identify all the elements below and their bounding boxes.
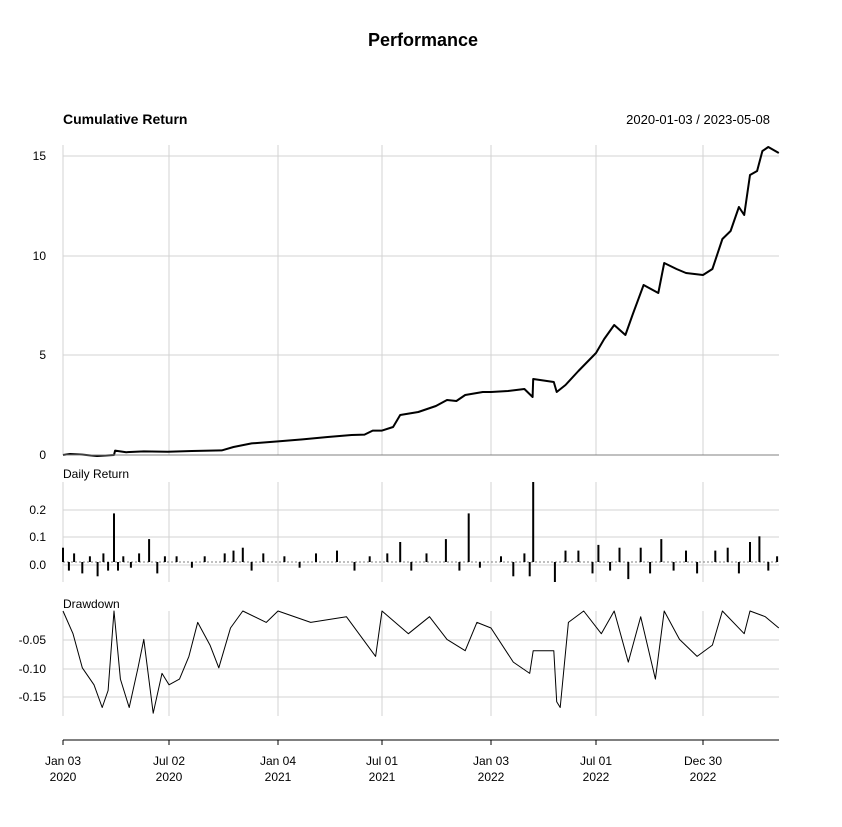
daily-return-bar	[660, 539, 663, 562]
daily-return-bar	[591, 562, 594, 574]
daily-return-bar	[113, 513, 115, 562]
x-tick-year: 2021	[369, 770, 396, 784]
daily-return-bar	[250, 562, 253, 571]
daily-return-bar	[175, 556, 178, 562]
x-tick-year: 2020	[156, 770, 183, 784]
daily-return-bar	[425, 553, 428, 562]
y-tick-label: 0.0	[29, 558, 46, 572]
y-tick-label: 0.1	[29, 530, 46, 544]
x-tick-year: 2021	[265, 770, 292, 784]
daily-return-bar	[81, 562, 84, 574]
panel-title-drawdown: Drawdown	[63, 597, 120, 611]
daily-return-bar	[726, 547, 729, 562]
daily-return-bar	[368, 556, 371, 562]
daily-return-bar	[315, 553, 317, 562]
marks-layer	[62, 146, 780, 745]
x-tick-year: 2022	[583, 770, 610, 784]
daily-return-bar	[523, 553, 526, 562]
daily-return-bar	[528, 562, 531, 577]
x-tick-year: 2022	[478, 770, 505, 784]
panel-title-daily: Daily Return	[63, 467, 129, 481]
grid-layer	[62, 145, 779, 716]
daily-return-bar	[685, 550, 687, 562]
daily-return-bar	[444, 539, 447, 562]
daily-return-bar	[639, 547, 642, 562]
daily-return-bar	[386, 553, 389, 562]
x-tick-label: Jul 02	[153, 754, 185, 768]
labels-layer: 0 5 10 15 0.0 0.1 0.2 -0.05 -0.10 -0.15 Jan 03 2020…	[19, 149, 723, 784]
daily-return-bar	[512, 562, 515, 577]
daily-return-bar	[767, 562, 770, 571]
daily-return-bar	[564, 550, 567, 562]
daily-return-bar	[458, 562, 461, 571]
daily-return-bar	[107, 562, 110, 571]
x-tick-label: Jan 04	[260, 754, 296, 768]
daily-return-bar	[597, 544, 600, 562]
daily-return-bar	[410, 562, 413, 571]
daily-return-bar	[190, 562, 193, 568]
daily-return-bar	[478, 562, 481, 568]
daily-return-bar	[353, 562, 356, 571]
daily-return-bar	[737, 562, 740, 574]
daily-return-bar	[62, 547, 64, 562]
daily-return-bar	[241, 547, 244, 562]
y-tick-label: -0.05	[19, 633, 47, 647]
daily-return-bar	[138, 553, 141, 562]
y-tick-label: 0.2	[29, 503, 46, 517]
panel-title-cumulative: Cumulative Return	[63, 111, 187, 127]
daily-return-bar	[553, 562, 556, 582]
daily-return-bar	[758, 536, 761, 562]
daily-return-bar	[298, 562, 301, 568]
y-tick-label: 5	[39, 348, 46, 362]
y-tick-label: -0.10	[19, 662, 47, 676]
x-tick-year: 2022	[690, 770, 717, 784]
daily-return-bar	[649, 562, 652, 574]
daily-return-bar	[532, 482, 535, 562]
y-tick-label: 15	[33, 149, 47, 163]
cumulative-series-line	[62, 146, 780, 457]
date-range: 2020-01-03 / 2023-05-08	[626, 112, 770, 127]
chart-title: Performance	[368, 30, 478, 50]
x-tick-label: Jul 01	[580, 754, 612, 768]
x-tick-label: Jul 01	[366, 754, 398, 768]
daily-return-bar	[500, 556, 502, 562]
daily-return-bar	[122, 556, 125, 562]
x-tick-label: Jan 03	[473, 754, 509, 768]
daily-return-bar	[203, 556, 206, 562]
daily-return-bar	[714, 550, 717, 562]
daily-return-bar	[336, 550, 338, 562]
daily-return-bar	[283, 556, 286, 562]
daily-return-bar	[672, 562, 675, 571]
x-tick-year: 2020	[50, 770, 77, 784]
daily-return-bar	[262, 553, 265, 562]
y-tick-label: 0	[39, 448, 46, 462]
daily-return-bar	[117, 562, 119, 571]
daily-return-bar	[627, 562, 630, 580]
y-tick-label: 10	[33, 249, 47, 263]
daily-return-bar	[102, 553, 105, 562]
daily-return-bar	[696, 562, 699, 574]
daily-return-bar	[399, 542, 402, 562]
x-tick-label: Jan 03	[45, 754, 81, 768]
daily-return-bar	[577, 550, 580, 562]
daily-return-bar	[148, 539, 151, 562]
daily-return-bar	[467, 513, 470, 562]
daily-return-bar	[73, 553, 76, 562]
daily-return-bar	[96, 562, 99, 577]
daily-return-bar	[618, 547, 621, 562]
daily-return-bar	[163, 556, 166, 562]
daily-return-bar	[88, 556, 91, 562]
daily-return-bar	[156, 562, 159, 574]
daily-return-bar	[609, 562, 612, 571]
daily-return-bar	[749, 542, 751, 562]
drawdown-series-line	[62, 610, 780, 714]
daily-return-bar	[776, 556, 779, 562]
daily-return-bar	[232, 550, 235, 562]
x-tick-label: Dec 30	[684, 754, 722, 768]
y-tick-label: -0.15	[19, 690, 47, 704]
daily-return-bar	[223, 553, 226, 562]
daily-return-bar	[129, 562, 132, 568]
daily-return-bar	[67, 562, 70, 571]
